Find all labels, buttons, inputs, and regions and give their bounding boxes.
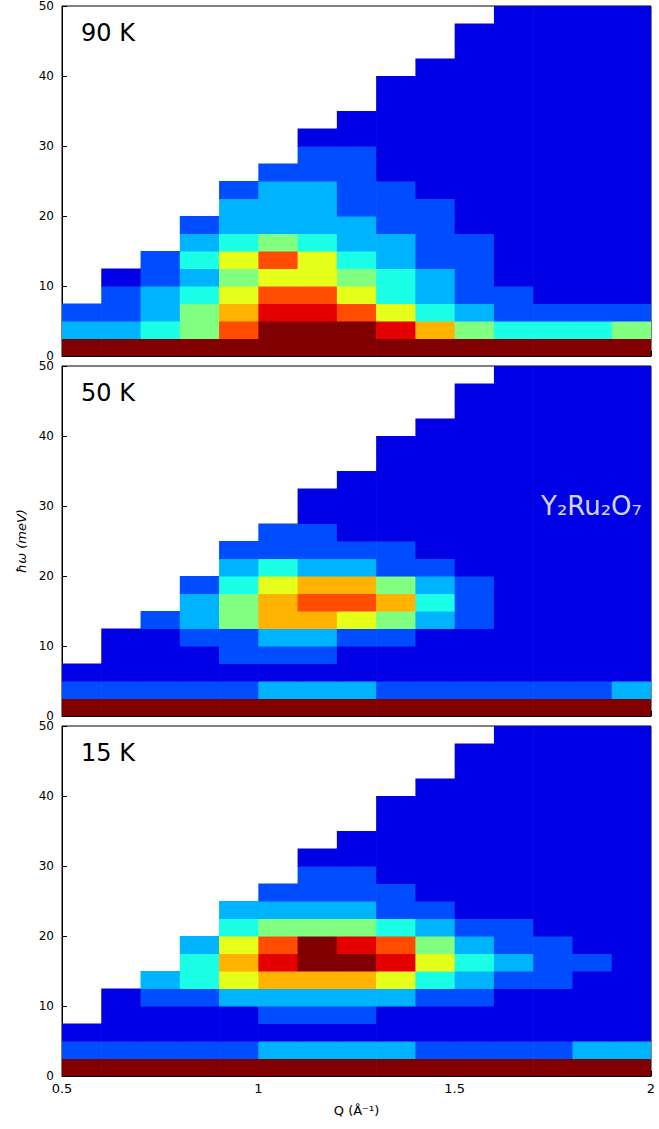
svg-text:20: 20 — [39, 209, 54, 223]
svg-text:10: 10 — [39, 279, 54, 293]
svg-text:2: 2 — [647, 1081, 655, 1096]
svg-text:20: 20 — [39, 929, 54, 943]
svg-text:Q (Å⁻¹): Q (Å⁻¹) — [334, 1103, 379, 1118]
svg-text:0.5: 0.5 — [52, 1081, 73, 1096]
svg-text:30: 30 — [39, 139, 54, 153]
svg-text:40: 40 — [39, 789, 54, 803]
svg-text:50: 50 — [39, 719, 54, 733]
svg-text:10: 10 — [39, 639, 54, 653]
svg-text:40: 40 — [39, 429, 54, 443]
svg-text:0: 0 — [46, 1069, 54, 1083]
svg-text:50 K: 50 K — [81, 379, 136, 407]
svg-text:1.5: 1.5 — [444, 1081, 465, 1096]
svg-text:40: 40 — [39, 69, 54, 83]
svg-text:90 K: 90 K — [81, 19, 136, 47]
svg-text:50: 50 — [39, 0, 54, 13]
svg-text:50: 50 — [39, 359, 54, 373]
svg-text:Y₂Ru₂O₇: Y₂Ru₂O₇ — [540, 491, 642, 521]
svg-text:ħω (meV): ħω (meV) — [14, 509, 29, 573]
svg-text:30: 30 — [39, 859, 54, 873]
svg-text:0: 0 — [46, 709, 54, 723]
svg-text:20: 20 — [39, 569, 54, 583]
svg-text:0: 0 — [46, 349, 54, 363]
svg-text:10: 10 — [39, 999, 54, 1013]
svg-text:30: 30 — [39, 499, 54, 513]
svg-text:15 K: 15 K — [81, 739, 136, 767]
svg-text:1: 1 — [254, 1081, 262, 1096]
